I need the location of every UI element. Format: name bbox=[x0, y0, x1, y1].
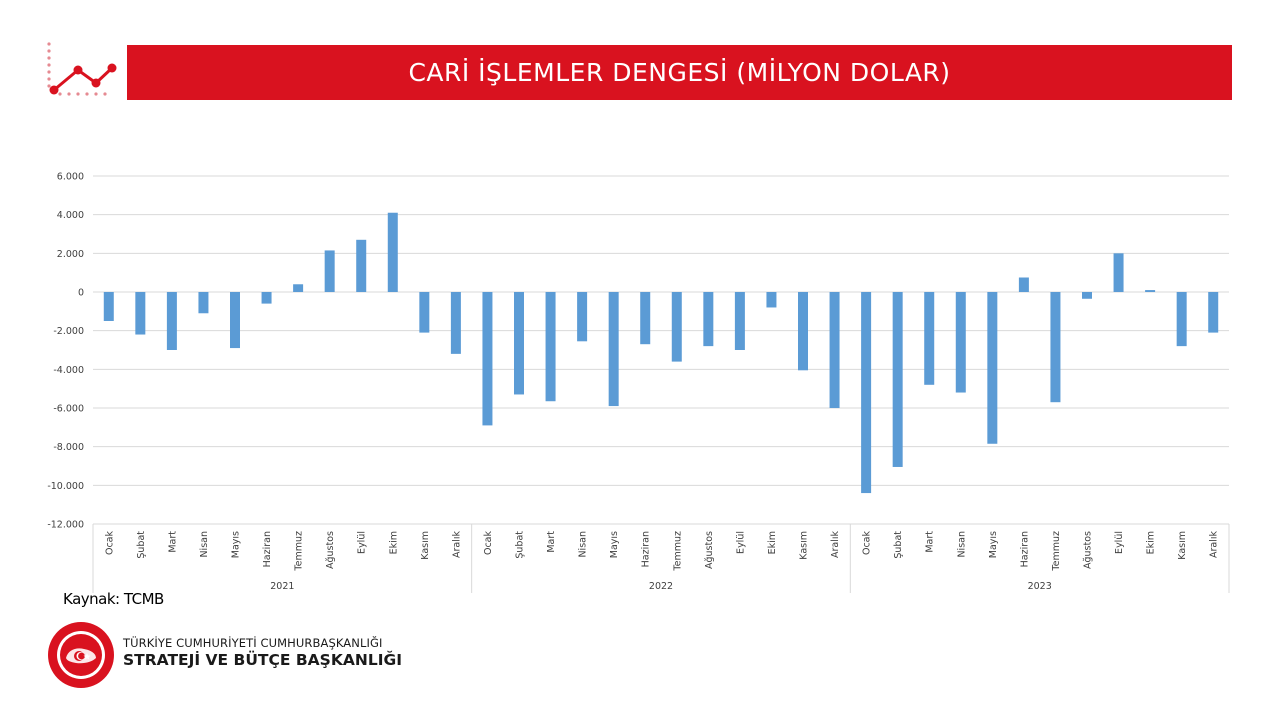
strategy-budget-seal-icon bbox=[48, 622, 114, 688]
bar bbox=[577, 292, 588, 342]
bar bbox=[703, 292, 714, 347]
year-label: 2021 bbox=[270, 581, 294, 592]
bar bbox=[734, 292, 745, 350]
bar bbox=[387, 212, 398, 292]
bar bbox=[829, 292, 840, 408]
y-tick-label: 0 bbox=[78, 288, 84, 299]
source-note: Kaynak: TCMB bbox=[63, 590, 164, 608]
x-tick-label: Haziran bbox=[262, 531, 273, 567]
bar bbox=[892, 292, 903, 467]
x-tick-label: Mart bbox=[167, 531, 178, 553]
x-tick-label: Ağustos bbox=[704, 531, 715, 569]
x-tick-label: Mayıs bbox=[988, 531, 999, 558]
y-tick-label: 6.000 bbox=[57, 172, 84, 183]
x-tick-label: Ocak bbox=[862, 531, 873, 556]
bar bbox=[198, 292, 209, 314]
x-axis: Ocak Şubat Mart Nisan Mayıs Haziran Temmuz Ağus… bbox=[92, 524, 1230, 593]
bar bbox=[166, 292, 177, 350]
x-tick-label: Temmuz bbox=[672, 531, 683, 572]
year-label: 2022 bbox=[649, 581, 673, 592]
y-tick-label: -12.000 bbox=[47, 520, 84, 531]
x-tick-label: Mayıs bbox=[609, 531, 620, 558]
x-tick-label: Kasım bbox=[1177, 531, 1188, 560]
bar bbox=[1018, 277, 1029, 292]
bar bbox=[640, 292, 651, 345]
bar bbox=[1113, 253, 1124, 292]
bar bbox=[482, 292, 493, 426]
x-tick-label: Haziran bbox=[641, 531, 652, 567]
bar bbox=[324, 250, 335, 292]
bar bbox=[1208, 292, 1219, 333]
x-tick-label: Mayıs bbox=[231, 531, 242, 558]
x-tick-label: Ekim bbox=[388, 531, 399, 554]
bar bbox=[514, 292, 524, 395]
y-tick-label: -4.000 bbox=[53, 365, 84, 376]
bar bbox=[1145, 290, 1156, 292]
chart-bars bbox=[103, 212, 1219, 494]
bar bbox=[261, 292, 272, 304]
bar bbox=[545, 292, 556, 402]
chart-gridlines bbox=[93, 175, 1229, 525]
y-tick-label: -6.000 bbox=[53, 404, 84, 415]
y-axis-ticks: 6.000 4.000 2.000 0 -2.000 -4.000 -6.000 -8.000… bbox=[47, 172, 84, 531]
bar bbox=[103, 292, 114, 321]
x-tick-label: Nisan bbox=[956, 531, 967, 558]
x-tick-label: Temmuz bbox=[294, 531, 305, 572]
bar bbox=[766, 292, 777, 308]
bar bbox=[987, 292, 998, 444]
x-tick-label: Eylül bbox=[735, 531, 746, 554]
footer-organization: TÜRKİYE CUMHURİYETİ CUMHURBAŞKANLIĞI STR… bbox=[123, 636, 402, 669]
x-tick-label: Ağustos bbox=[325, 531, 336, 569]
page-title: CARİ İŞLEMLER DENGESİ (MİLYON DOLAR) bbox=[127, 45, 1232, 100]
x-tick-label: Aralık bbox=[451, 531, 462, 559]
bar bbox=[450, 292, 461, 354]
x-tick-label: Şubat bbox=[136, 531, 147, 559]
bar bbox=[924, 292, 935, 385]
x-tick-label: Aralık bbox=[830, 531, 841, 559]
x-tick-label: Temmuz bbox=[1051, 531, 1062, 572]
x-tick-label: Eylül bbox=[1114, 531, 1125, 554]
bar bbox=[1176, 292, 1187, 347]
bar bbox=[356, 239, 367, 292]
y-tick-label: 4.000 bbox=[57, 210, 84, 221]
bar bbox=[798, 292, 808, 371]
footer-line-2: STRATEJİ VE BÜTÇE BAŞKANLIĞI bbox=[123, 651, 402, 669]
x-tick-label: Kasım bbox=[799, 531, 810, 560]
bar bbox=[861, 292, 872, 494]
bar bbox=[419, 292, 430, 333]
x-tick-label: Şubat bbox=[515, 531, 526, 559]
x-tick-label: Mart bbox=[925, 531, 936, 553]
bar bbox=[1082, 292, 1092, 299]
x-tick-label: Ağustos bbox=[1083, 531, 1094, 569]
x-tick-label: Aralık bbox=[1209, 531, 1220, 559]
y-tick-label: -2.000 bbox=[53, 326, 84, 337]
x-tick-label: Ekim bbox=[1146, 531, 1157, 554]
bar bbox=[608, 292, 619, 407]
footer-line-1: TÜRKİYE CUMHURİYETİ CUMHURBAŞKANLIĞI bbox=[123, 636, 383, 650]
year-label: 2023 bbox=[1028, 581, 1052, 592]
page-title-text: CARİ İŞLEMLER DENGESİ (MİLYON DOLAR) bbox=[408, 58, 951, 87]
x-tick-label: Şubat bbox=[893, 531, 904, 559]
x-tick-label: Kasım bbox=[420, 531, 431, 560]
line-chart-icon bbox=[47, 42, 117, 96]
bar bbox=[955, 292, 966, 393]
x-tick-label: Ocak bbox=[483, 531, 494, 556]
bar bbox=[135, 292, 146, 335]
y-tick-label: 2.000 bbox=[57, 249, 84, 260]
y-tick-label: -8.000 bbox=[53, 442, 84, 453]
x-tick-label: Haziran bbox=[1019, 531, 1030, 567]
current-account-bar-chart: 6.000 4.000 2.000 0 -2.000 -4.000 -6.000 -8.000… bbox=[47, 172, 1230, 593]
x-tick-label: Nisan bbox=[199, 531, 210, 558]
y-tick-label: -10.000 bbox=[47, 481, 84, 492]
x-tick-label: Ekim bbox=[767, 531, 778, 554]
bar bbox=[230, 292, 240, 349]
bar bbox=[293, 284, 304, 292]
bar bbox=[1050, 292, 1061, 403]
x-tick-label: Ocak bbox=[104, 531, 115, 556]
x-tick-label: Nisan bbox=[578, 531, 589, 558]
x-tick-label: Eylül bbox=[357, 531, 368, 554]
x-tick-label: Mart bbox=[546, 531, 557, 553]
bar bbox=[671, 292, 682, 362]
